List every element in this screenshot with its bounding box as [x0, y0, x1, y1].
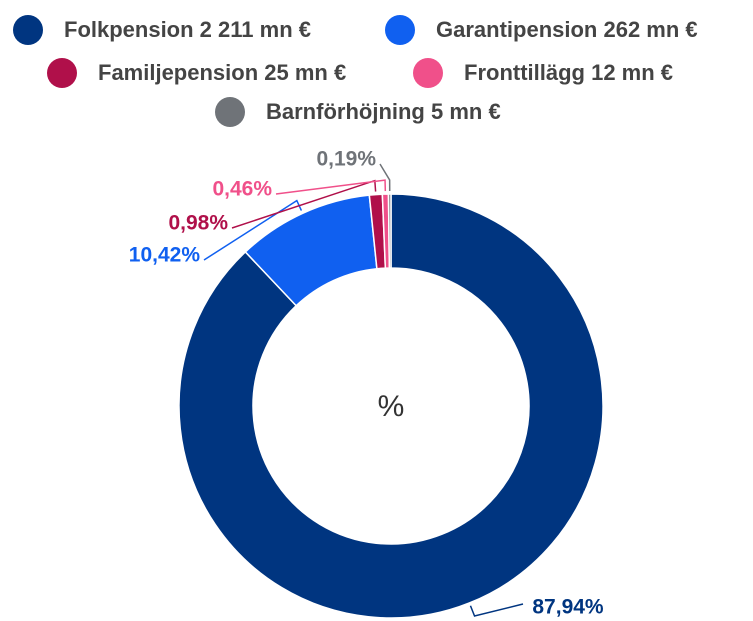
value-label: 87,94%: [532, 596, 604, 619]
center-label: %: [378, 390, 405, 423]
donut-slice: [387, 193, 392, 269]
legend-marker: [13, 15, 43, 45]
legend-label: Fronttillägg 12 mn €: [464, 60, 673, 85]
value-label: 0,19%: [316, 148, 376, 171]
donut-slice: [178, 193, 604, 619]
legend-label: Familjepension 25 mn €: [98, 60, 346, 85]
legend-marker: [215, 97, 245, 127]
legend-marker: [385, 15, 415, 45]
legend-marker: [413, 58, 443, 88]
leader-line: [469, 603, 524, 617]
value-label: 0,98%: [168, 212, 228, 235]
legend-label: Barnförhöjning 5 mn €: [266, 99, 501, 124]
leader-line: [231, 179, 377, 229]
value-label: 0,46%: [212, 178, 272, 201]
leader-line: [379, 163, 391, 192]
legend-label: Garantipension 262 mn €: [436, 17, 698, 42]
value-label: 10,42%: [129, 244, 201, 267]
legend-label: Folkpension 2 211 mn €: [64, 17, 311, 42]
legend-marker: [47, 58, 77, 88]
leader-line: [203, 199, 303, 261]
leader-line: [275, 179, 387, 195]
